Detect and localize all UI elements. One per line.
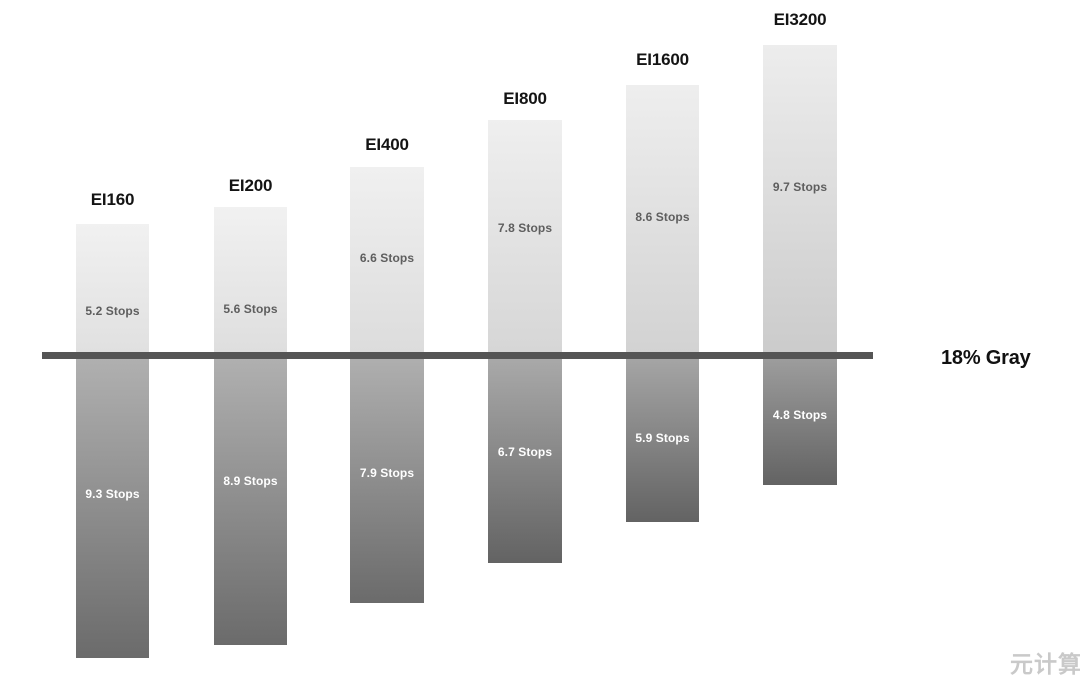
bar-label-ei800: EI800 xyxy=(503,89,547,108)
bar-ei160: 5.2 Stops 9.3 Stops xyxy=(76,224,149,658)
bar-ei3200-below-segment: 4.8 Stops xyxy=(763,356,837,485)
bar-ei800: 7.8 Stops 6.7 Stops xyxy=(488,120,562,563)
bar-ei200-below-value: 8.9 Stops xyxy=(223,474,278,488)
bar-ei1600-below-segment: 5.9 Stops xyxy=(626,356,699,522)
bar-ei160-above-segment: 5.2 Stops xyxy=(76,224,149,354)
bar-ei800-above-value: 7.8 Stops xyxy=(497,221,553,235)
bar-ei400-above-value: 6.6 Stops xyxy=(359,251,415,265)
bar-label-ei1600: EI1600 xyxy=(636,50,689,69)
bar-ei400-above-segment: 6.6 Stops xyxy=(350,167,424,354)
bar-label-ei400: EI400 xyxy=(365,135,409,154)
bar-ei3200-below-value: 4.8 Stops xyxy=(772,408,828,422)
bar-ei800-below-segment: 6.7 Stops xyxy=(488,353,562,563)
bar-ei400-below-value: 7.9 Stops xyxy=(359,466,415,480)
gray-reference-line xyxy=(42,352,873,359)
bar-group-ei1600: EI1600 8.6 Stops 5.9 Stops xyxy=(626,50,699,522)
bar-group-ei3200: EI3200 9.7 Stops 4.8 Stops xyxy=(763,10,837,485)
bar-ei400: 6.6 Stops 7.9 Stops xyxy=(350,167,424,603)
bar-ei1600-below-value: 5.9 Stops xyxy=(635,431,690,445)
bar-ei1600-above-value: 8.6 Stops xyxy=(635,210,690,224)
bar-ei3200-above-value: 9.7 Stops xyxy=(772,180,828,194)
bar-label-ei200: EI200 xyxy=(228,176,273,195)
bar-ei160-below-segment: 9.3 Stops xyxy=(76,354,149,658)
bar-group-ei160: EI160 5.2 Stops 9.3 Stops xyxy=(76,190,149,658)
bar-ei200-below-segment: 8.9 Stops xyxy=(214,354,287,645)
bar-ei160-below-value: 9.3 Stops xyxy=(85,487,140,501)
bar-ei1600-above-segment: 8.6 Stops xyxy=(626,85,699,356)
bar-group-ei200: EI200 5.6 Stops 8.9 Stops xyxy=(214,176,287,645)
bar-ei3200: 9.7 Stops 4.8 Stops xyxy=(763,45,837,485)
bar-ei200-above-segment: 5.6 Stops xyxy=(214,207,287,354)
bar-ei160-above-value: 5.2 Stops xyxy=(85,304,140,318)
bar-ei400-below-segment: 7.9 Stops xyxy=(350,354,424,603)
gray-reference-line-label: 18% Gray xyxy=(941,347,1031,369)
bar-ei1600: 8.6 Stops 5.9 Stops xyxy=(626,85,699,522)
bar-ei3200-above-segment: 9.7 Stops xyxy=(763,45,837,356)
bar-group-ei400: EI400 6.6 Stops 7.9 Stops xyxy=(350,135,424,603)
bar-label-ei160: EI160 xyxy=(90,190,135,209)
bar-ei200-above-value: 5.6 Stops xyxy=(223,302,278,316)
bar-ei800-above-segment: 7.8 Stops xyxy=(488,120,562,353)
bar-group-ei800: EI800 7.8 Stops 6.7 Stops xyxy=(488,89,562,563)
bar-ei800-below-value: 6.7 Stops xyxy=(497,445,553,459)
bar-ei200: 5.6 Stops 8.9 Stops xyxy=(214,207,287,645)
watermark-text: 元计算 xyxy=(1010,652,1080,678)
bar-label-ei3200: EI3200 xyxy=(773,10,827,29)
